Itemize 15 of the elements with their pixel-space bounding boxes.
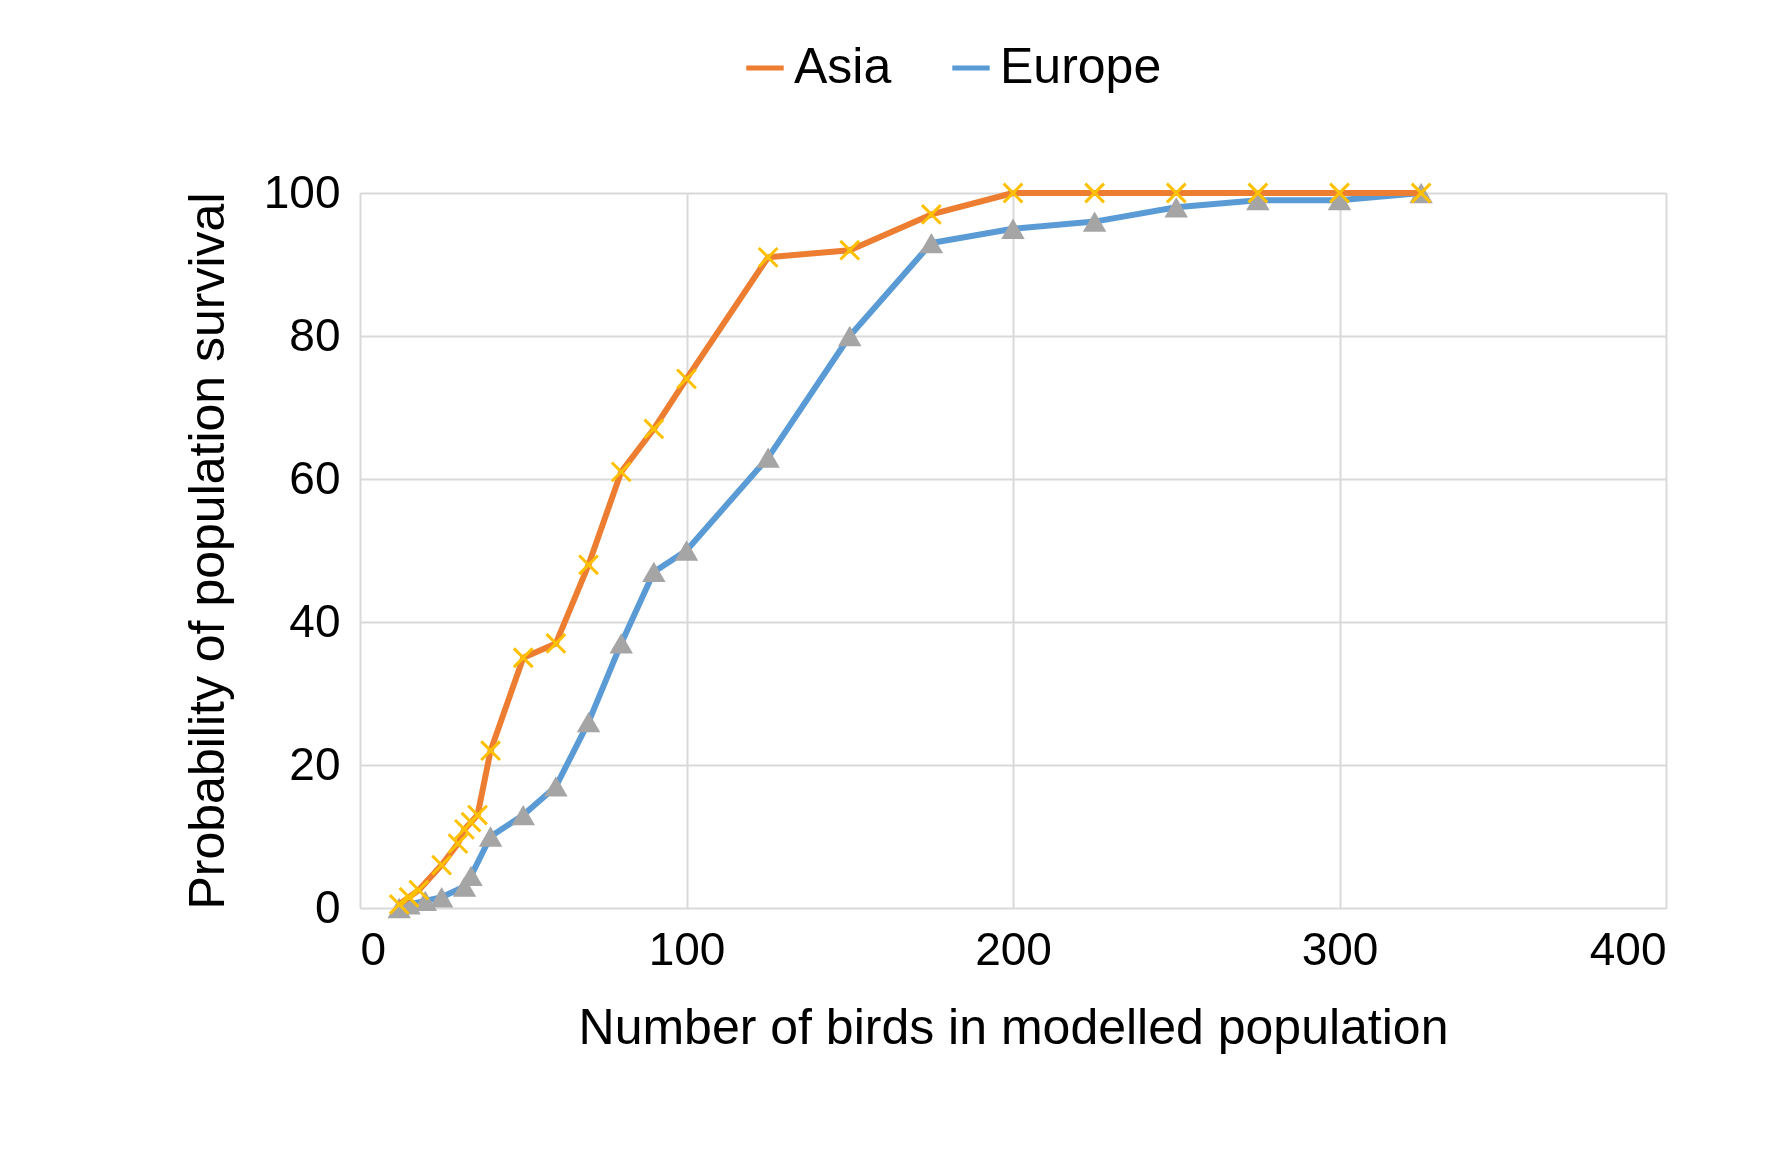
x-tick-label: 300 bbox=[1301, 922, 1379, 975]
x-axis-title: Number of birds in modelled population bbox=[578, 998, 1449, 1055]
y-tick-label: 40 bbox=[289, 594, 341, 647]
x-tick-label: 100 bbox=[648, 922, 726, 975]
y-tick-label: 80 bbox=[289, 308, 341, 361]
legend-label: Asia bbox=[794, 38, 892, 94]
x-tick-label: 0 bbox=[360, 922, 387, 975]
legend-label: Europe bbox=[1000, 38, 1162, 94]
x-tick-label: 400 bbox=[1589, 922, 1667, 975]
x-tick-label: 200 bbox=[975, 922, 1052, 975]
y-tick-label: 20 bbox=[289, 737, 341, 790]
y-tick-label: 100 bbox=[263, 165, 341, 218]
y-axis-title: Probability of population survival bbox=[178, 192, 235, 910]
y-tick-label: 0 bbox=[314, 880, 341, 933]
y-tick-label: 60 bbox=[289, 451, 341, 504]
